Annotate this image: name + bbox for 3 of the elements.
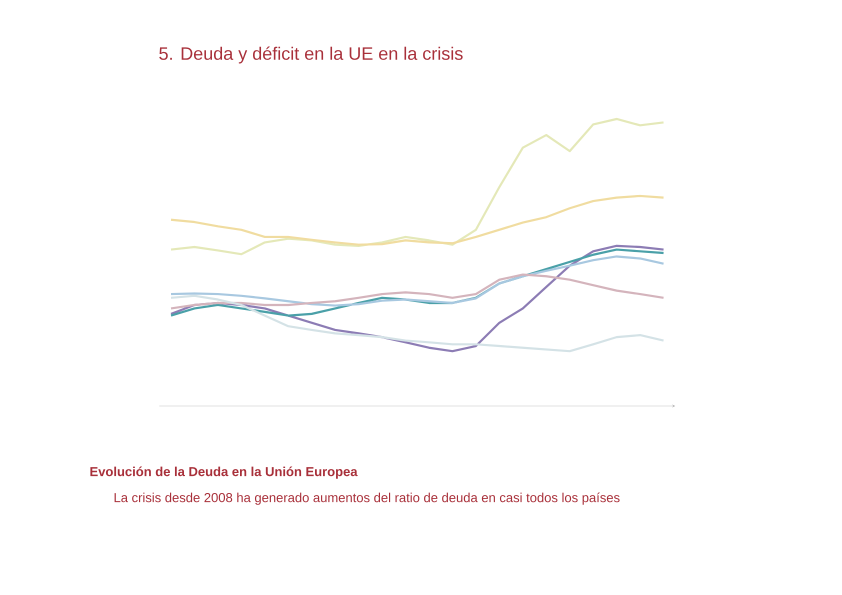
text: Evolución de la Deuda en la Unión Europea <box>90 466 358 479</box>
text: La crisis desde 2008 ha generado aumentos del ratio de deuda en casi todos los países <box>114 492 620 505</box>
chart-title: 5. Deuda y déficit en la UE en la crisis <box>159 46 463 64</box>
